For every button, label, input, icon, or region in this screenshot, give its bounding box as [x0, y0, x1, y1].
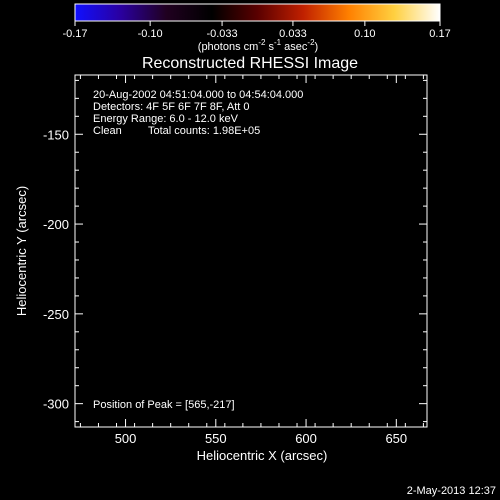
colorbar-tick-label: 0.033 — [279, 28, 307, 40]
y-axis-label: Heliocentric Y (arcsec) — [14, 186, 29, 316]
x-tick-label: 500 — [115, 431, 137, 446]
colorbar-tick-label: -0.17 — [62, 28, 87, 40]
annotation-total-counts: Total counts: 1.98E+05 — [148, 125, 260, 137]
x-axis-label: Heliocentric X (arcsec) — [197, 448, 328, 463]
colorbar: -0.17 -0.10 -0.033 0.033 0.10 0.17 (photons c… — [62, 3, 451, 53]
annotations: 20-Aug-2002 04:51:04.000 to 04:54:04.000… — [93, 89, 303, 411]
annotation-peak: Position of Peak = [565,-217] — [93, 399, 235, 411]
x-tick-label: 650 — [385, 431, 407, 446]
y-tick-label: -150 — [43, 127, 69, 142]
annotation-energy: Energy Range: 6.0 - 12.0 keV — [93, 113, 239, 125]
colorbar-gradient — [75, 4, 440, 21]
chart-title: Reconstructed RHESSI Image — [142, 55, 358, 72]
x-tick-label: 600 — [295, 431, 317, 446]
heatmap-image — [75, 75, 427, 427]
axis-ticks: 500 550 600 650 -150 -200 -250 -300 — [43, 75, 427, 446]
colorbar-frame — [74, 3, 441, 22]
colorbar-tick-label: 0.10 — [354, 28, 375, 40]
colorbar-tick-label: 0.17 — [429, 28, 450, 40]
colorbar-tick-label: -0.10 — [138, 28, 163, 40]
colorbar-unit-label: (photons cm-2 s-1 asec-2) — [198, 38, 318, 53]
annotation-time-range: 20-Aug-2002 04:51:04.000 to 04:54:04.000 — [93, 89, 303, 101]
timestamp: 2-May-2013 12:37 — [407, 485, 496, 497]
y-tick-label: -200 — [43, 217, 69, 232]
y-tick-label: -250 — [43, 307, 69, 322]
x-tick-label: 550 — [205, 431, 227, 446]
colorbar-tick-label: -0.033 — [206, 28, 237, 40]
y-tick-label: -300 — [43, 397, 69, 412]
annotation-detectors: Detectors: 4F 5F 6F 7F 8F, Att 0 — [93, 101, 250, 113]
plot-frame — [74, 74, 428, 428]
colorbar-ticks: -0.17 -0.10 -0.033 0.033 0.10 0.17 — [62, 21, 451, 40]
annotation-method: Clean — [93, 125, 122, 137]
